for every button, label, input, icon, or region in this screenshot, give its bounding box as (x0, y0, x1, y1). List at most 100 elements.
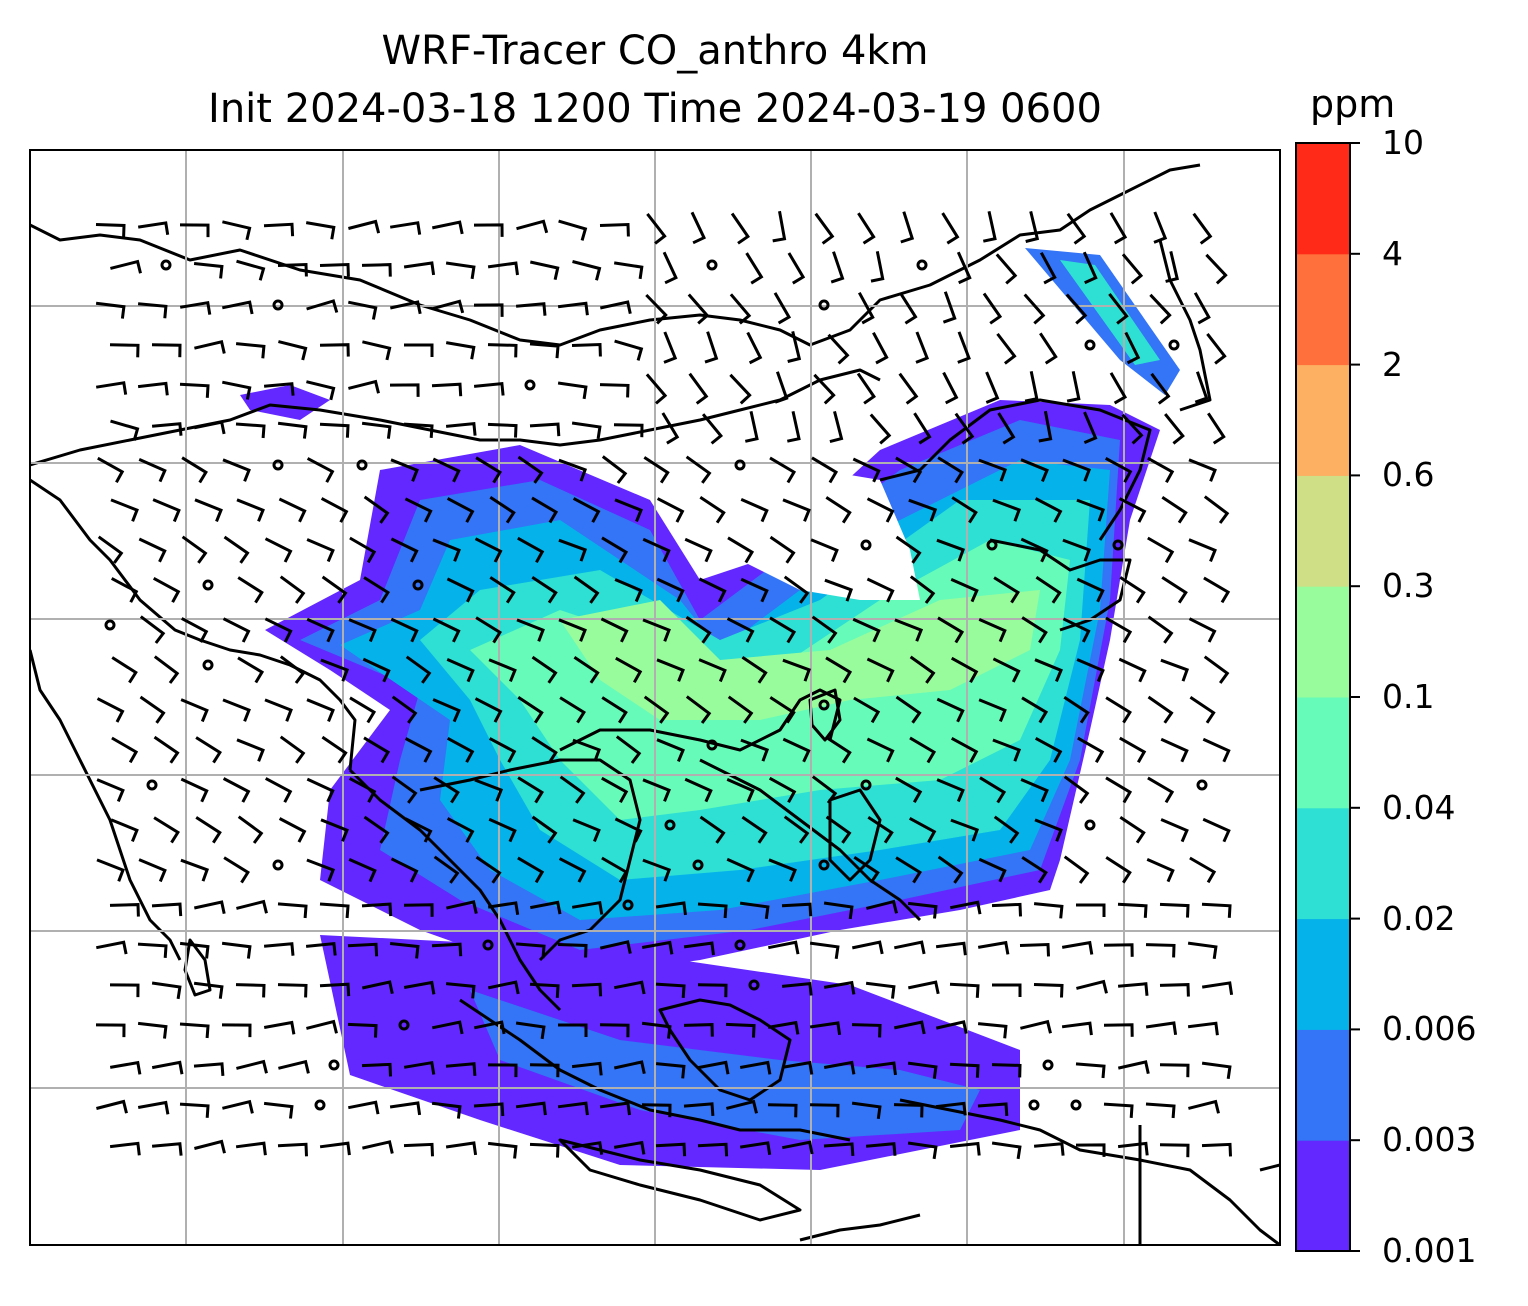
wind-barb (683, 1023, 714, 1037)
wind-barb (661, 412, 680, 445)
calm-wind-marker (272, 859, 284, 871)
wind-barb (445, 421, 477, 436)
calm-wind-marker (160, 259, 172, 271)
wind-barb (599, 383, 630, 398)
wind-barb (1077, 736, 1105, 764)
wind-barb (347, 1022, 378, 1038)
wind-barb (1145, 1102, 1176, 1119)
wind-barb (935, 1020, 968, 1034)
calm-wind-marker (734, 939, 746, 951)
wind-barb (599, 940, 632, 954)
wind-barb (1025, 211, 1040, 243)
wind-barb (908, 816, 937, 844)
wind-barb (950, 736, 979, 763)
wind-barb (895, 695, 922, 724)
wind-barb (656, 658, 685, 682)
wind-barb (699, 496, 726, 524)
wind-barb (830, 251, 845, 284)
wind-barb (180, 698, 209, 723)
wind-barb (277, 262, 308, 277)
wind-barb (1203, 655, 1230, 684)
wind-barb (109, 1060, 142, 1075)
wind-barb (857, 291, 875, 325)
wind-barb (193, 1062, 225, 1077)
colorbar-segment (1296, 475, 1350, 587)
wind-barb (277, 983, 308, 998)
wind-barb (432, 538, 461, 562)
wind-barb (1021, 696, 1049, 724)
colorbar-segment (1296, 697, 1350, 809)
wind-barb (223, 856, 250, 884)
wind-barb (193, 262, 224, 279)
wind-barb (235, 983, 266, 998)
wind-barb (782, 737, 811, 763)
wind-barb (445, 1062, 477, 1076)
wind-barb (193, 981, 224, 999)
wind-barb (1034, 736, 1063, 763)
wind-barb (809, 1103, 840, 1118)
wind-barbs (95, 210, 1234, 1160)
wind-barb (895, 456, 923, 484)
wind-barb (151, 902, 183, 917)
wind-barb (698, 658, 727, 683)
wind-barb (237, 656, 265, 684)
wind-barb (138, 537, 167, 563)
wind-barb (1192, 212, 1213, 245)
wind-barb (936, 697, 965, 723)
map-frame (29, 149, 1281, 1246)
wind-barb (614, 498, 643, 522)
calm-wind-marker (1028, 1099, 1040, 1111)
wind-barb (1119, 576, 1146, 604)
wind-barb (319, 1141, 351, 1156)
wind-barb (1188, 458, 1217, 482)
wind-barb (740, 498, 769, 523)
wind-barb (390, 857, 419, 883)
colorbar-tick-label: 0.02 (1382, 898, 1456, 938)
wind-barb (558, 618, 587, 642)
wind-barb (977, 940, 1010, 955)
wind-barb (950, 818, 980, 842)
wind-barb (403, 422, 434, 438)
wind-barb (573, 655, 600, 684)
wind-barb (237, 576, 264, 604)
wind-barb (110, 577, 139, 603)
wind-barb (109, 983, 140, 998)
wind-barb (446, 577, 475, 603)
wind-barb (1147, 615, 1174, 644)
wind-barb (829, 411, 844, 444)
wind-barb (180, 777, 209, 803)
wind-barb (487, 343, 518, 358)
wind-barb (907, 980, 940, 995)
wind-barb (991, 902, 1022, 917)
wind-barb (1201, 1061, 1232, 1080)
wind-barb (235, 342, 266, 359)
wind-barb (783, 575, 810, 604)
wind-barb (645, 373, 668, 405)
wind-barb (1109, 212, 1128, 245)
wind-barb (698, 577, 727, 603)
wind-barb (151, 981, 182, 1000)
wind-barb (992, 498, 1022, 522)
wind-barb (1202, 817, 1231, 843)
wind-barb (1035, 575, 1062, 604)
wind-barb (95, 1023, 126, 1038)
calm-wind-marker (818, 859, 830, 871)
wind-barb (263, 942, 295, 956)
wind-barb (893, 1103, 924, 1118)
wind-barb (181, 535, 208, 564)
wind-barb (1159, 1063, 1190, 1078)
wind-barb (813, 373, 836, 405)
wind-barb (683, 1102, 715, 1117)
wind-barb (137, 1100, 170, 1115)
wind-barb (915, 331, 930, 364)
wind-barb (361, 980, 394, 995)
wind-barb (613, 1060, 646, 1075)
colorbar-segment (1296, 918, 1350, 1030)
wind-barb (1119, 816, 1146, 844)
wind-barb (1039, 332, 1058, 365)
wind-barb (530, 900, 562, 915)
wind-barb (937, 616, 965, 644)
colorbar-tick-label: 0.04 (1382, 787, 1456, 827)
wind-barb (1160, 818, 1189, 843)
wind-barb (641, 1021, 672, 1039)
